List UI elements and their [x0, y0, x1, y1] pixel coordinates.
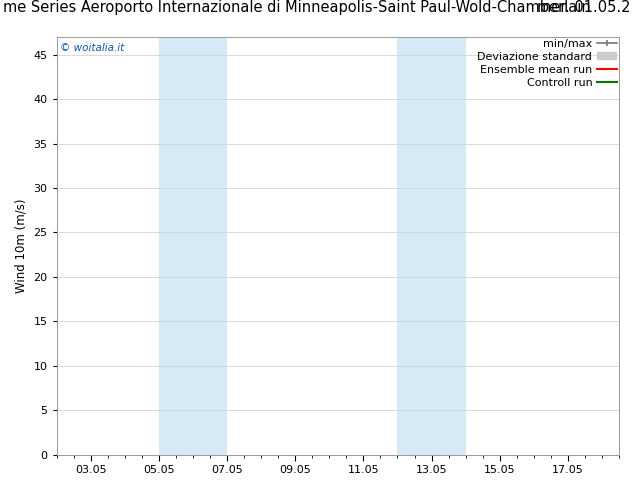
Bar — [159, 37, 227, 455]
Bar — [398, 37, 465, 455]
Text: mer. 01.05.2: mer. 01.05.2 — [538, 0, 631, 15]
Text: me Series Aeroporto Internazionale di Minneapolis-Saint Paul-Wold-Chamberlain: me Series Aeroporto Internazionale di Mi… — [3, 0, 591, 15]
Y-axis label: Wind 10m (m/s): Wind 10m (m/s) — [15, 198, 28, 293]
Text: © woitalia.it: © woitalia.it — [60, 43, 124, 53]
Legend: min/max, Deviazione standard, Ensemble mean run, Controll run: min/max, Deviazione standard, Ensemble m… — [477, 39, 617, 88]
